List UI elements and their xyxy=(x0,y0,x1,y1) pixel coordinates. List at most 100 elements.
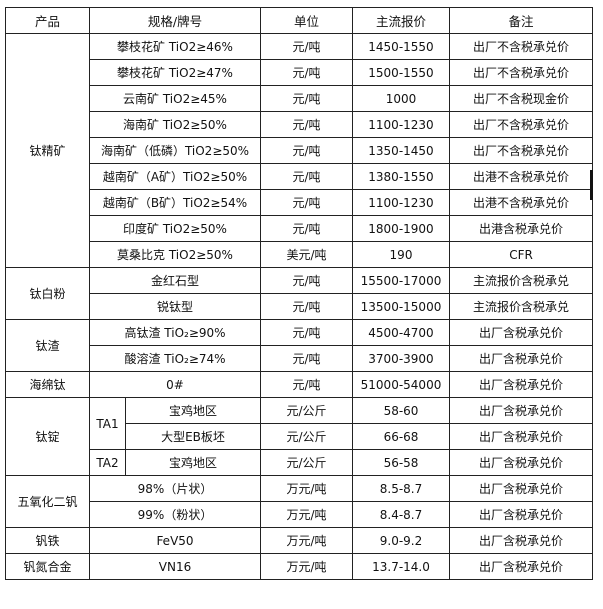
table-row: 海南矿（低磷）TiO2≥50% 元/吨 1350-1450 出厂不含税承兑价 xyxy=(6,137,593,164)
price-cell: 8.4-8.7 xyxy=(352,501,450,528)
price-cell: 15500-17000 xyxy=(352,267,450,294)
spec-cell: 高钛渣 TiO₂≥90% xyxy=(89,319,261,346)
note-cell: 出厂含税承兑价 xyxy=(449,475,593,502)
spec-cell: 99%（粉状） xyxy=(89,501,261,528)
price-cell: 56-58 xyxy=(352,449,450,476)
price-cell: 66-68 xyxy=(352,423,450,450)
table-row: 钛渣 高钛渣 TiO₂≥90% 元/吨 4500-4700 出厂含税承兑价 xyxy=(5,319,593,372)
price-cell: 58-60 xyxy=(352,397,450,424)
note-cell: 出厂不含税现金价 xyxy=(449,85,593,112)
product-cell: 海绵钛 xyxy=(5,371,90,398)
spec-cell: 酸溶渣 TiO₂≥74% xyxy=(89,345,261,372)
unit-cell: 元/吨 xyxy=(260,215,353,242)
product-cell: 五氧化二钒 xyxy=(5,475,90,528)
note-cell: 出港含税承兑价 xyxy=(449,215,593,242)
unit-cell: 元/吨 xyxy=(260,371,353,398)
table-row: 钒铁 FeV50 万元/吨 9.0-9.2 出厂含税承兑价 xyxy=(5,527,593,554)
product-cell: 钛白粉 xyxy=(5,267,90,320)
note-cell: 出厂含税承兑价 xyxy=(449,423,593,450)
table-row: 印度矿 TiO2≥50% 元/吨 1800-1900 出港含税承兑价 xyxy=(6,215,593,242)
price-cell: 51000-54000 xyxy=(352,371,450,398)
unit-cell: 元/吨 xyxy=(260,293,353,320)
header-price: 主流报价 xyxy=(352,7,450,34)
note-cell: 出厂含税承兑价 xyxy=(449,319,593,346)
unit-cell: 元/吨 xyxy=(260,59,353,86)
table-row: 五氧化二钒 98%（片状） 万元/吨 8.5-8.7 出厂含税承兑价 xyxy=(5,475,593,528)
price-cell: 8.5-8.7 xyxy=(352,475,450,502)
note-cell: CFR xyxy=(449,241,593,268)
spec-cell: 越南矿（B矿）TiO2≥54% xyxy=(89,189,261,216)
product-cell: 钒氮合金 xyxy=(5,553,90,580)
unit-cell: 元/吨 xyxy=(260,189,353,216)
note-cell: 出港不含税承兑价 xyxy=(449,189,593,216)
spec-cell: 宝鸡地区 xyxy=(125,397,261,424)
spec-cell: 金红石型 xyxy=(89,267,261,294)
spec-cell: 攀枝花矿 TiO2≥47% xyxy=(89,59,261,86)
table-row: 锐钛型 元/吨 13500-15000 主流报价含税承兑 xyxy=(6,293,593,320)
product-cell: 钛锭 xyxy=(5,397,90,476)
spec-cell: VN16 xyxy=(89,553,261,580)
price-cell: 1100-1230 xyxy=(352,111,450,138)
note-cell: 出厂含税承兑价 xyxy=(449,449,593,476)
unit-cell: 元/公斤 xyxy=(260,397,353,424)
unit-cell: 元/吨 xyxy=(260,85,353,112)
table-row: 99%（粉状） 万元/吨 8.4-8.7 出厂含税承兑价 xyxy=(6,501,593,528)
table-row: TA2 宝鸡地区 元/公斤 56-58 出厂含税承兑价 xyxy=(6,449,593,476)
price-cell: 3700-3900 xyxy=(352,345,450,372)
header-spec: 规格/牌号 xyxy=(89,7,261,34)
price-cell: 13.7-14.0 xyxy=(352,553,450,580)
table-row: 酸溶渣 TiO₂≥74% 元/吨 3700-3900 出厂含税承兑价 xyxy=(6,345,593,372)
table-row: 钛精矿 攀枝花矿 TiO2≥46% 元/吨 1450-1550 出厂不含税承兑价 xyxy=(5,33,593,268)
unit-cell: 元/吨 xyxy=(260,319,353,346)
unit-cell: 元/吨 xyxy=(260,163,353,190)
note-cell: 出厂不含税承兑价 xyxy=(449,59,593,86)
price-cell: 190 xyxy=(352,241,450,268)
spec-cell: 印度矿 TiO2≥50% xyxy=(89,215,261,242)
spec-cell: 攀枝花矿 TiO2≥46% xyxy=(89,33,261,60)
note-cell: 出厂不含税承兑价 xyxy=(449,33,593,60)
table-row: 钛锭 TA1 宝鸡地区 元/公斤 58-60 出厂含税承兑价 xyxy=(5,397,593,476)
spec-cell: 宝鸡地区 xyxy=(125,449,261,476)
unit-cell: 美元/吨 xyxy=(260,241,353,268)
price-table: 产品 规格/牌号 单位 主流报价 备注 钛精矿 攀枝花矿 TiO2≥46% 元/吨 1… xyxy=(5,7,593,580)
price-cell: 1350-1450 xyxy=(352,137,450,164)
note-cell: 出厂不含税承兑价 xyxy=(449,111,593,138)
note-cell: 出厂含税承兑价 xyxy=(449,345,593,372)
note-cell: 主流报价含税承兑 xyxy=(449,293,593,320)
header-product: 产品 xyxy=(5,7,90,34)
spec-cell: 海南矿 TiO2≥50% xyxy=(89,111,261,138)
grade-cell: TA2 xyxy=(89,449,126,476)
unit-cell: 元/吨 xyxy=(260,267,353,294)
price-cell: 13500-15000 xyxy=(352,293,450,320)
unit-cell: 元/吨 xyxy=(260,33,353,60)
note-cell: 出厂含税承兑价 xyxy=(449,501,593,528)
unit-cell: 万元/吨 xyxy=(260,475,353,502)
header-unit: 单位 xyxy=(260,7,353,34)
note-cell: 出厂含税承兑价 xyxy=(449,553,593,580)
table-row: 钒氮合金 VN16 万元/吨 13.7-14.0 出厂含税承兑价 xyxy=(5,553,593,580)
product-cell: 钛精矿 xyxy=(5,33,90,268)
spec-cell: 越南矿（A矿）TiO2≥50% xyxy=(89,163,261,190)
price-cell: 9.0-9.2 xyxy=(352,527,450,554)
table-row: 海绵钛 0# 元/吨 51000-54000 出厂含税承兑价 xyxy=(5,371,593,398)
price-cell: 1800-1900 xyxy=(352,215,450,242)
spec-cell: FeV50 xyxy=(89,527,261,554)
note-cell: 出港不含税承兑价 xyxy=(449,163,593,190)
spec-cell: 云南矿 TiO2≥45% xyxy=(89,85,261,112)
unit-cell: 元/吨 xyxy=(260,345,353,372)
price-cell: 1450-1550 xyxy=(352,33,450,60)
table-row: 攀枝花矿 TiO2≥47% 元/吨 1500-1550 出厂不含税承兑价 xyxy=(6,59,593,86)
table-row: 钛白粉 金红石型 元/吨 15500-17000 主流报价含税承兑 xyxy=(5,267,593,320)
table-row: 越南矿（A矿）TiO2≥50% 元/吨 1380-1550 出港不含税承兑价 xyxy=(6,163,593,190)
table-row: 越南矿（B矿）TiO2≥54% 元/吨 1100-1230 出港不含税承兑价 xyxy=(6,189,593,216)
table-row: 大型EB板坯 元/公斤 66-68 出厂含税承兑价 xyxy=(6,423,593,450)
spec-cell: 98%（片状） xyxy=(89,475,261,502)
grade-cell: TA1 xyxy=(89,397,126,450)
note-cell: 出厂不含税承兑价 xyxy=(449,137,593,164)
spec-cell: 大型EB板坯 xyxy=(125,423,261,450)
price-cell: 4500-4700 xyxy=(352,319,450,346)
price-cell: 1500-1550 xyxy=(352,59,450,86)
spec-cell: 锐钛型 xyxy=(89,293,261,320)
price-cell: 1380-1550 xyxy=(352,163,450,190)
note-cell: 主流报价含税承兑 xyxy=(449,267,593,294)
